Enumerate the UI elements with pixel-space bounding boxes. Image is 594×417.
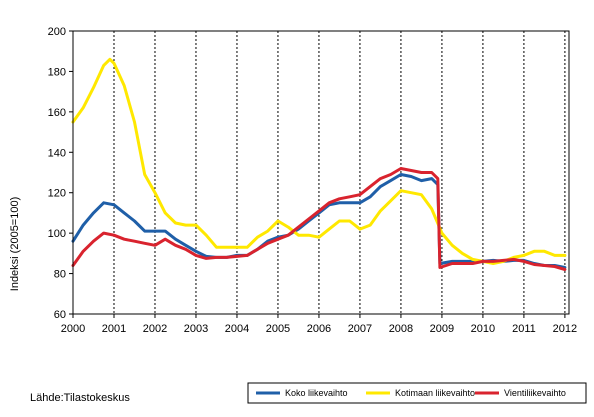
legend-label: Kotimaan liikevaihto — [395, 388, 475, 398]
x-tick-label: 2009 — [430, 323, 454, 335]
x-tick-label: 2007 — [348, 323, 372, 335]
y-tick-label: 160 — [48, 107, 66, 119]
legend-label: Vientiliikevaihto — [504, 388, 566, 398]
x-tick-label: 2001 — [102, 323, 126, 335]
x-tick-label: 2002 — [143, 323, 167, 335]
x-tick-label: 2012 — [553, 323, 577, 335]
source-label: Lähde:Tilastokeskus — [30, 392, 130, 404]
y-tick-label: 120 — [48, 188, 66, 200]
y-tick-label: 80 — [54, 269, 66, 281]
y-tick-label: 140 — [48, 147, 66, 159]
axis-layer: 60 80 100 120 140 160 180 200 2000 2001 2002 2003 20… — [48, 26, 578, 335]
y-tick-label: 60 — [54, 309, 66, 321]
legend-box — [247, 382, 587, 404]
x-tick-label: 2004 — [225, 323, 249, 335]
y-tick-label: 180 — [48, 66, 66, 78]
x-tick-label: 2003 — [184, 323, 208, 335]
grid-layer — [113, 31, 566, 314]
plot-frame — [72, 30, 570, 315]
legend: Koko liikevaihto Kotimaan liikevaihto Vien… — [247, 382, 587, 404]
series-line — [71, 167, 567, 271]
x-tick-label: 2011 — [512, 323, 536, 335]
y-tick-label: 100 — [48, 228, 66, 240]
series-layer — [71, 57, 567, 271]
y-tick-label: 200 — [48, 26, 66, 38]
x-tick-label: 2008 — [389, 323, 413, 335]
legend-label: Koko liikevaihto — [285, 388, 348, 398]
y-axis-title: Indeksi (2005=100) — [9, 197, 21, 291]
x-tick-label: 2006 — [307, 323, 331, 335]
x-tick-label: 2005 — [266, 323, 290, 335]
x-tick-label: 2000 — [61, 323, 85, 335]
x-tick-label: 2010 — [471, 323, 495, 335]
